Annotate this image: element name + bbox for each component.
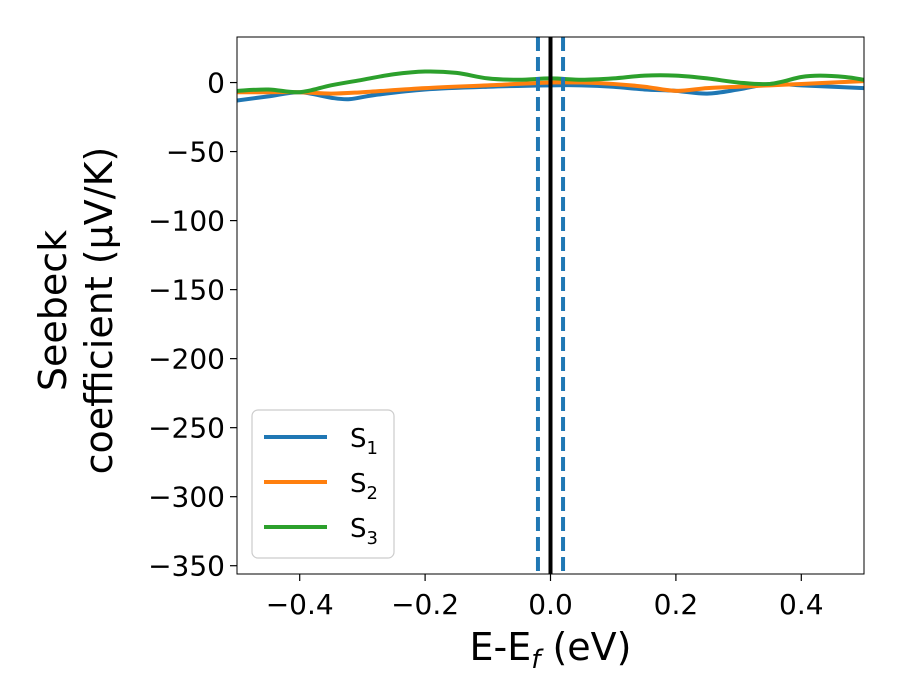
y-tick-label: −100 [148,205,225,238]
plot-area [236,36,865,575]
y-axis: 0 −50 −100 −150 −200 −250 −300 −350 [148,67,237,583]
x-tick-label: 0.2 [654,588,699,621]
series-line-s3 [237,69,864,95]
axis-titles: E-Ef (eV) Seebeck coefficient (μV/K) [31,147,632,675]
x-axis: −0.4 −0.2 0.0 0.2 0.4 [266,574,824,621]
y-tick-label: −350 [148,550,225,583]
x-tick-label: −0.2 [391,588,459,621]
legend-label-s2: S2 [350,469,378,504]
x-axis-title: E-Ef (eV) [470,625,632,675]
y-axis-title-line2: coefficient (μV/K) [77,147,121,475]
y-tick-label: −50 [166,136,225,169]
x-tick-label: 0.4 [779,588,824,621]
legend-label-s1: S1 [350,424,378,459]
y-tick-label: −300 [148,481,225,514]
y-tick-label: −150 [148,274,225,307]
legend: S1 S2 S3 [251,409,395,559]
y-tick-label: −200 [148,343,225,376]
data-layer [237,37,864,574]
legend-label-s3: S3 [350,514,378,549]
y-tick-label: −250 [148,412,225,445]
x-tick-label: 0.0 [528,588,573,621]
y-tick-label: 0 [207,67,225,100]
y-axis-title-line1: Seebeck [31,230,75,391]
x-tick-label: −0.4 [266,588,334,621]
